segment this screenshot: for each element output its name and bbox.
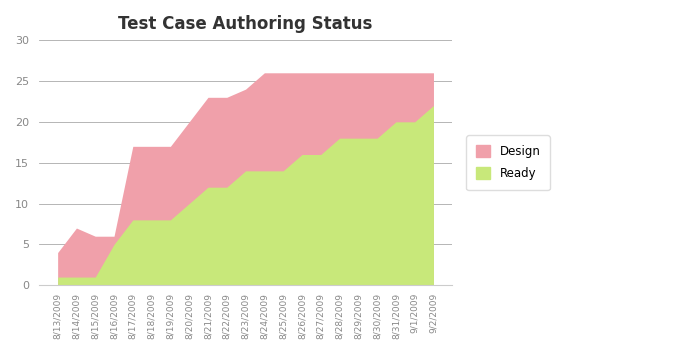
Legend: Design, Ready: Design, Ready xyxy=(466,136,550,190)
Title: Test Case Authoring Status: Test Case Authoring Status xyxy=(118,15,373,33)
